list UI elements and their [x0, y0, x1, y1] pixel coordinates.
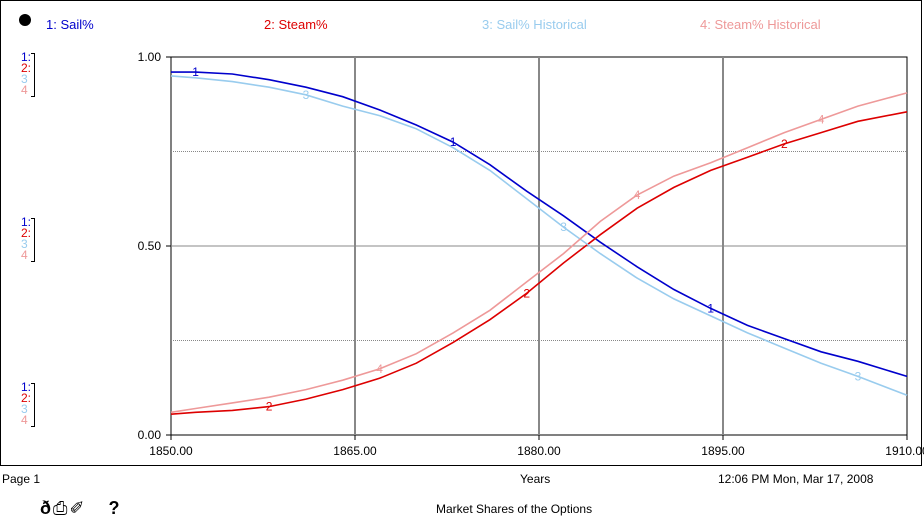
- axis-key-1: 1:: [21, 215, 32, 229]
- series-marker-4: 4: [376, 362, 383, 376]
- series-marker-3: 3: [855, 369, 862, 383]
- line-chart: 1850.00 1865.00 1880.00 1895.00 1910.00 0.00 0…: [138, 50, 924, 458]
- series-marker-3: 3: [303, 88, 310, 102]
- series-marker-3: 3: [560, 220, 567, 234]
- x-tick-label: 1895.00: [701, 444, 745, 458]
- graph-toolbar: ð ⎙ ✐ ?: [40, 498, 120, 519]
- axis-key-4: 4: [21, 83, 28, 97]
- y-tick-label: 0.00: [138, 428, 162, 442]
- axis-key-bracket: [31, 53, 35, 97]
- axis-key-2: 2:: [21, 226, 32, 240]
- axis-key-3: 3: [21, 402, 28, 416]
- axis-key-bracket: [31, 218, 35, 262]
- series-line-1: [171, 71, 908, 378]
- axis-key-bottom: 1: 2: 3 4: [21, 380, 35, 427]
- timestamp: 12:06 PM Mon, Mar 17, 2008: [718, 472, 874, 486]
- axis-key-3: 3: [21, 237, 28, 251]
- lock-icon[interactable]: ð: [40, 498, 51, 518]
- x-tick-label: 1850.00: [149, 444, 193, 458]
- series-marker-1: 1: [192, 65, 199, 79]
- legend-sail: 1: Sail%: [46, 17, 94, 32]
- axis-key-top: 1: 2: 3 4: [21, 50, 35, 97]
- legend-steam-label: 2: Steam%: [264, 17, 328, 32]
- axis-key-middle: 1: 2: 3 4: [21, 215, 35, 262]
- legend-steam-historical-label: 4: Steam% Historical: [700, 17, 821, 32]
- series-line-2: [170, 111, 908, 415]
- axis-key-4: 4: [21, 248, 28, 262]
- series-marker-4: 4: [634, 188, 641, 202]
- x-axis-label: Years: [520, 472, 551, 486]
- series-marker-2: 2: [266, 400, 273, 414]
- y-tick-label: 1.00: [138, 50, 162, 64]
- series-marker-2: 2: [781, 137, 788, 151]
- axis-key-2: 2:: [21, 391, 32, 405]
- page-label: Page 1: [2, 472, 41, 486]
- axis-key-1: 1:: [21, 380, 32, 394]
- legend-steam: 2: Steam%: [264, 17, 328, 32]
- legend-sail-label: 1: Sail%: [46, 17, 94, 32]
- series-marker-4: 4: [818, 112, 825, 126]
- axis-key-4: 4: [21, 413, 28, 427]
- y-tick-label: 0.50: [138, 239, 162, 253]
- graph-pad-icon[interactable]: [19, 14, 31, 26]
- x-tick-label: 1880.00: [517, 444, 561, 458]
- axis-key-bracket: [31, 383, 35, 427]
- series-line-3: [170, 75, 908, 397]
- x-tick-label: 1865.00: [333, 444, 377, 458]
- print-icon[interactable]: ⎙: [53, 498, 68, 518]
- legend-sail-historical: 3: Sail% Historical: [482, 17, 587, 32]
- graph-frame: [0, 0, 922, 466]
- legend-steam-historical: 4: Steam% Historical: [700, 17, 821, 32]
- legend-sail-historical-label: 3: Sail% Historical: [482, 17, 587, 32]
- chart-title: Market Shares of the Options: [436, 502, 593, 516]
- magic-wand-icon[interactable]: ✐: [69, 498, 85, 518]
- axis-key-2: 2:: [21, 61, 32, 75]
- series-marker-1: 1: [450, 135, 457, 149]
- help-icon[interactable]: ?: [108, 498, 120, 518]
- series-marker-2: 2: [523, 286, 530, 300]
- axis-key-3: 3: [21, 72, 28, 86]
- axis-key-1: 1:: [21, 50, 32, 64]
- series-line-4: [170, 92, 908, 414]
- x-tick-label: 1910.00: [885, 444, 924, 458]
- series-marker-1: 1: [707, 301, 714, 315]
